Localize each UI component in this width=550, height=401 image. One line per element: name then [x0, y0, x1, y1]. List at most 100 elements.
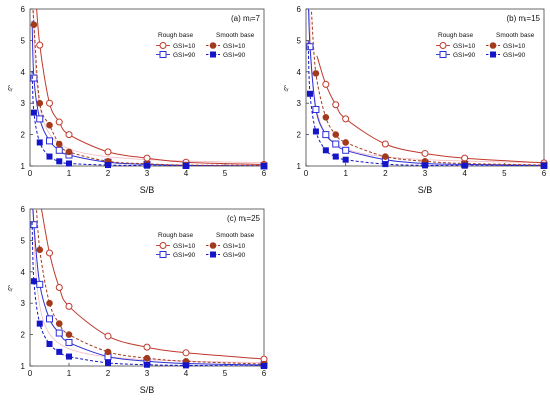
x-tick-label: 6 — [542, 169, 547, 178]
data-point — [56, 158, 63, 165]
legend-header-smooth: Smooth base — [496, 32, 535, 39]
x-tick-label: 0 — [28, 169, 33, 178]
legend-label: GSI=90 — [173, 52, 196, 59]
reference-curve — [33, 9, 263, 163]
x-tick-label: 2 — [106, 369, 111, 378]
x-tick-label: 1 — [67, 369, 72, 378]
data-point — [342, 156, 349, 163]
data-point — [55, 329, 63, 337]
legend-label: GSI=10 — [223, 43, 246, 50]
data-point — [144, 361, 151, 368]
y-tick-label: 2 — [297, 131, 302, 140]
x-tick-label: 4 — [462, 169, 467, 178]
legend-header-smooth: Smooth base — [216, 232, 255, 239]
data-point — [65, 302, 73, 310]
data-point — [342, 139, 349, 146]
panel-label: (b) mᵢ=15 — [507, 14, 541, 23]
y-tick-label: 6 — [297, 5, 302, 14]
data-point — [30, 21, 38, 29]
data-point — [312, 70, 320, 77]
legend-marker — [439, 42, 447, 49]
legend-label: GSI=10 — [503, 43, 526, 50]
y-axis-label: ξᵧ — [8, 86, 13, 92]
data-point — [36, 139, 43, 146]
legend-header-rough: Rough base — [158, 32, 193, 39]
data-point — [322, 147, 329, 154]
legend-marker — [489, 51, 496, 58]
data-point — [55, 118, 63, 126]
legend-marker — [209, 42, 217, 49]
series-line-smooth-2 — [311, 11, 544, 166]
legend-label: GSI=90 — [223, 52, 246, 59]
x-tick-label: 5 — [223, 369, 228, 378]
legend-label: GSI=10 — [453, 43, 476, 50]
y-tick-label: 2 — [21, 331, 26, 340]
data-point — [30, 221, 38, 229]
x-tick-label: 4 — [184, 369, 189, 378]
legend-header-rough: Rough base — [158, 232, 193, 239]
y-tick-label: 4 — [21, 68, 26, 77]
x-tick-label: 1 — [67, 169, 72, 178]
data-point — [46, 315, 53, 323]
series-line-rough-0 — [40, 209, 264, 360]
legend-label: GSI=10 — [173, 243, 196, 250]
data-point — [143, 154, 151, 162]
legend-label: GSI=10 — [173, 43, 196, 50]
x-axis-label: S/B — [418, 185, 433, 195]
data-point — [30, 278, 37, 285]
data-point — [56, 348, 63, 355]
data-point — [66, 353, 73, 360]
data-point — [183, 163, 190, 170]
data-point — [46, 121, 53, 129]
series-line-rough-0 — [316, 55, 544, 164]
y-tick-label: 3 — [297, 99, 302, 108]
data-point — [260, 362, 267, 369]
data-point — [182, 349, 190, 357]
data-point — [105, 162, 112, 169]
data-point — [46, 341, 53, 348]
y-tick-label: 5 — [21, 236, 26, 245]
x-tick-label: 5 — [223, 169, 228, 178]
legend-marker — [159, 42, 167, 49]
data-point — [143, 354, 151, 362]
data-point — [143, 343, 151, 351]
x-tick-label: 1 — [343, 169, 348, 178]
data-point — [322, 131, 330, 139]
series-line-rough-1 — [308, 9, 544, 166]
y-tick-label: 4 — [297, 68, 302, 77]
y-tick-label: 3 — [21, 299, 26, 308]
data-point — [104, 148, 112, 156]
x-tick-label: 0 — [304, 169, 309, 178]
data-point — [312, 128, 319, 135]
x-tick-label: 0 — [28, 369, 33, 378]
y-axis-label: ξᵧ — [8, 286, 13, 292]
data-point — [55, 146, 63, 154]
y-axis-label: ξᵧ — [284, 86, 289, 92]
x-tick-label: 3 — [423, 169, 428, 178]
legend-label: GSI=90 — [453, 52, 476, 59]
data-point — [30, 109, 37, 116]
data-point — [332, 131, 340, 138]
x-axis-label: S/B — [140, 385, 155, 395]
data-point — [332, 153, 339, 160]
data-point — [36, 41, 44, 49]
data-point — [65, 131, 73, 139]
data-point — [332, 101, 340, 109]
panel-label: (c) mᵢ=25 — [227, 214, 261, 223]
y-tick-label: 5 — [21, 36, 26, 45]
data-point — [65, 331, 73, 338]
data-point — [104, 332, 112, 340]
series-line-smooth-2 — [32, 9, 264, 166]
data-point — [55, 320, 63, 327]
data-point — [540, 163, 547, 170]
data-point — [322, 80, 330, 88]
x-tick-label: 3 — [145, 369, 150, 378]
data-point — [104, 348, 112, 356]
y-tick-label: 4 — [21, 268, 26, 277]
legend-marker — [210, 251, 217, 258]
data-point — [421, 162, 428, 169]
data-point — [381, 140, 389, 148]
